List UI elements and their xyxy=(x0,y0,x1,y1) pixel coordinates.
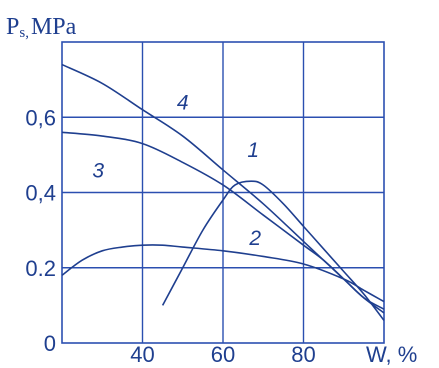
y-axis-label-sub: s, xyxy=(19,25,29,41)
curves xyxy=(61,63,385,321)
y-axis-label-unit: MPa xyxy=(31,14,77,40)
series-line-1 xyxy=(161,180,385,321)
y-axis-label: Ps,MPa xyxy=(6,14,77,41)
x-axis-label: W, % xyxy=(366,342,417,367)
y-tick-label: 0 xyxy=(44,331,56,356)
plot-frame xyxy=(61,41,385,344)
series-line-4 xyxy=(61,63,385,314)
curve-labels: 1 2 3 4 xyxy=(92,92,261,250)
curve-label-4: 4 xyxy=(177,92,189,115)
y-axis-label-main: P xyxy=(6,14,19,40)
x-tick-label: 80 xyxy=(291,342,315,367)
y-tick-label: 0,6 xyxy=(25,105,56,130)
curve-label-2: 2 xyxy=(248,227,261,250)
y-tick-label: 0.2 xyxy=(25,256,56,281)
x-tick-label: 60 xyxy=(211,342,235,367)
grid xyxy=(62,42,384,343)
x-tick-label: 40 xyxy=(130,342,154,367)
tick-labels: 40 60 80 0 0.2 0,4 0,6 xyxy=(25,105,315,367)
y-tick-label: 0,4 xyxy=(25,181,56,206)
curve-label-3: 3 xyxy=(92,159,104,182)
curve-label-1: 1 xyxy=(247,139,259,162)
